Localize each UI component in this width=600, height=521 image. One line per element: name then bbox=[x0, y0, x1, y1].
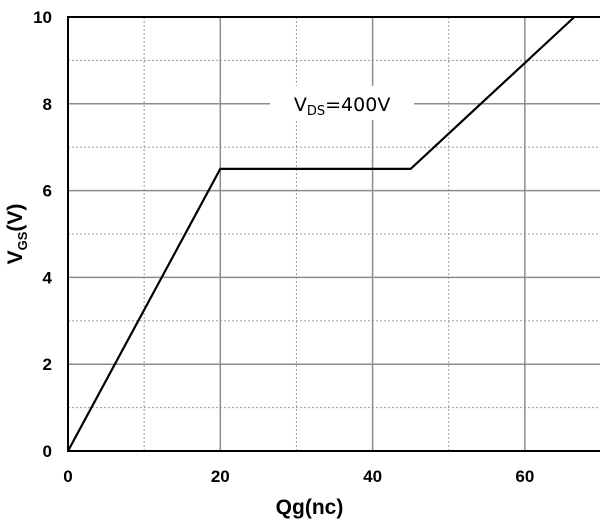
plot-frame bbox=[67, 16, 600, 452]
x-tick-label: 40 bbox=[363, 467, 382, 486]
y-axis-title: VGS(V) bbox=[4, 204, 30, 265]
annotation-background bbox=[270, 85, 415, 120]
y-tick-labels: 0 2 4 6 8 10 bbox=[33, 8, 52, 461]
annotation-base: V bbox=[294, 94, 307, 116]
y-axis-title-base: V bbox=[4, 250, 27, 264]
y-tick-label: 2 bbox=[43, 355, 52, 374]
x-tick-labels: 0 20 40 60 bbox=[63, 467, 534, 486]
annotation-vds: VDS=400V bbox=[294, 94, 390, 119]
y-axis-title-subscript: GS bbox=[15, 231, 30, 250]
y-axis-title-suffix: (V) bbox=[4, 204, 27, 232]
annotation-suffix: =400V bbox=[325, 94, 390, 116]
minor-grid bbox=[68, 17, 600, 451]
y-tick-label: 0 bbox=[43, 442, 52, 461]
y-tick-label: 4 bbox=[43, 268, 53, 287]
x-tick-label: 20 bbox=[211, 467, 230, 486]
annotations: VDS=400V bbox=[270, 85, 415, 120]
x-tick-label: 0 bbox=[63, 467, 72, 486]
annotation-subscript: DS bbox=[307, 104, 325, 119]
y-tick-label: 6 bbox=[43, 182, 52, 201]
y-tick-label: 10 bbox=[33, 8, 52, 27]
series-group bbox=[67, 16, 576, 452]
y-tick-label: 8 bbox=[43, 95, 52, 114]
x-axis-title: Qg(nc) bbox=[276, 496, 344, 519]
x-tick-label: 60 bbox=[515, 467, 534, 486]
series-line-0 bbox=[67, 16, 576, 452]
